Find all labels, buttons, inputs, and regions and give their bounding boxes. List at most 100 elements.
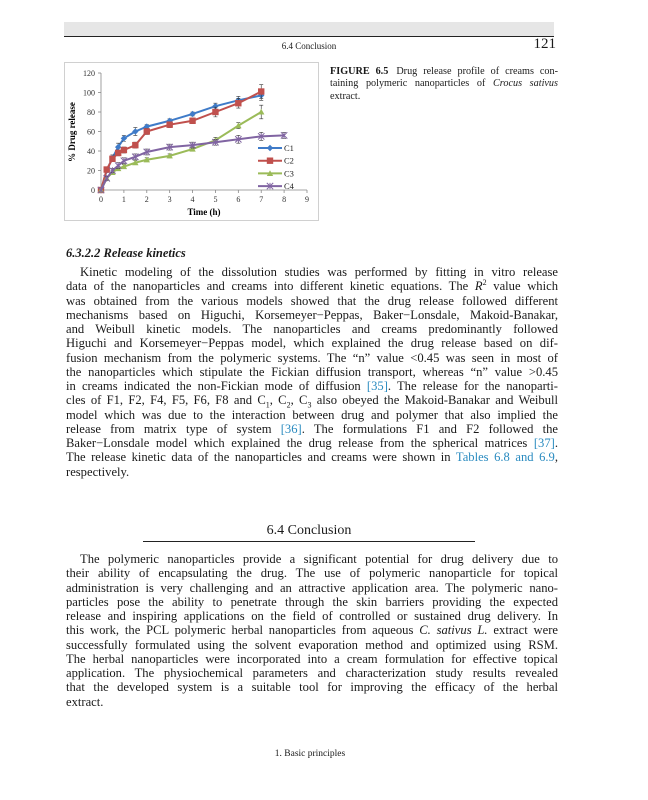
legend-label: C2 (284, 156, 294, 166)
caption-line: extract. (330, 91, 558, 103)
text-line: their ability of encapsulating the drug.… (66, 566, 558, 580)
text-line: successfully formulated using the solven… (66, 638, 558, 652)
x-tick-label: 5 (213, 195, 217, 204)
text-segment: 2 (482, 278, 487, 288)
x-tick-label: 3 (168, 195, 172, 204)
data-point (166, 143, 174, 151)
text-line: fusion mechanism from the polymeric syst… (66, 351, 558, 365)
text-segment: respectively. (66, 464, 130, 479)
release-kinetics-paragraph: Kinetic modeling of the dissolution stud… (66, 265, 558, 479)
x-tick-label: 7 (259, 195, 263, 204)
text-line: data of the nanoparticles and creams int… (66, 278, 558, 294)
legend-marker (266, 170, 274, 176)
citation-link[interactable]: Tables 6.8 and 6.9 (455, 450, 555, 465)
legend-item: C1 (258, 143, 294, 153)
text-segment: particles pose the ability to penetrate … (66, 594, 558, 609)
drug-release-chart: 0 20 40 60 80 100 120 0 1 2 3 4 5 6 7 8 9 C1 C2 C3 C4 % Dru… (64, 62, 319, 221)
caption-text: Drug release profile of creams con- (396, 66, 558, 77)
text-segment: release from matrix type of system (66, 421, 281, 436)
data-point (234, 135, 242, 143)
y-tick-label: 20 (87, 167, 95, 176)
text-segment: 2 (286, 400, 291, 410)
legend-marker (266, 182, 274, 190)
citation-link[interactable]: [36] (280, 421, 302, 436)
data-point (258, 88, 265, 95)
text-segment: cles of F1, F2, F4, F5, F6, F8 and C (66, 393, 266, 408)
text-line: extract. (66, 695, 558, 709)
text-segment: , C (290, 393, 308, 408)
citation-link[interactable]: [35] (366, 379, 388, 393)
data-point (97, 186, 105, 194)
text-line: The polymeric nanoparticles provide a si… (66, 552, 558, 566)
text-segment: mechanisms based on Higuchi, Korsemeyer−… (66, 307, 558, 322)
text-line: mechanisms based on Higuchi, Korsemeyer−… (66, 308, 558, 322)
y-tick-label: 40 (87, 147, 95, 156)
text-segment: the nanoparticles which stipulate the Fi… (66, 364, 558, 379)
data-point (189, 141, 197, 149)
legend-item: C4 (258, 181, 295, 191)
text-segment: was obtained from the various models sho… (66, 293, 558, 308)
text-segment: 3 (307, 400, 312, 410)
conclusion-heading: 6.4 Conclusion (143, 523, 475, 542)
legend-item: C3 (258, 168, 294, 178)
figure-caption: FIGURE 6.5 Drug release profile of creams… (330, 66, 558, 103)
conclusion-paragraph: The polymeric nanoparticles provide a si… (66, 552, 558, 709)
text-line: administration is very challenging and a… (66, 581, 558, 595)
legend-label: C4 (284, 181, 295, 191)
text-segment: Kinetic modeling of the dissolution stud… (80, 265, 558, 279)
text-segment: data of the nanoparticles and creams int… (66, 279, 475, 294)
text-segment: fusion mechanism from the polymeric syst… (66, 350, 558, 365)
text-segment: also obeyed the Makoid-Banakar and Weibu… (311, 393, 559, 408)
section-heading: 6.3.2.2 Release kinetics (66, 246, 186, 260)
text-segment: extract were (487, 623, 558, 638)
x-tick-label: 9 (305, 195, 309, 204)
x-tick-label: 2 (145, 195, 149, 204)
text-segment: that the developed system is a suitable … (66, 680, 558, 695)
data-point (132, 159, 139, 166)
data-point (132, 128, 139, 135)
text-segment: The polymeric nanoparticles provide a si… (80, 552, 558, 566)
text-segment: , C (269, 393, 287, 408)
text-segment: administration is very challenging and a… (66, 580, 558, 595)
text-segment: Baker−Lonsdale model which explained the… (66, 436, 534, 450)
text-line: this work, the PCL polymeric herbal nano… (66, 623, 558, 637)
text-segment: this work, the PCL polymeric herbal nano… (66, 623, 420, 638)
text-segment: R (474, 279, 483, 294)
text-segment: Higuchi and Korsemeyer−Peppas model, whi… (66, 336, 558, 351)
data-point (109, 155, 116, 162)
data-point (120, 135, 128, 142)
legend-item: C2 (258, 156, 294, 166)
text-line: was obtained from the various models sho… (66, 294, 558, 308)
data-point (114, 143, 122, 151)
text-line: in creams indicated the non-Fickian mode… (66, 379, 558, 393)
data-point (114, 149, 122, 157)
legend-marker (266, 144, 274, 152)
text-line: the nanoparticles which stipulate the Fi… (66, 365, 558, 379)
text-line: and Weibull kinetic models. The nanopart… (66, 322, 558, 336)
text-line: application. The physiochemical paramete… (66, 666, 558, 680)
x-tick-label: 0 (99, 195, 103, 204)
data-point (108, 166, 116, 175)
data-point (143, 128, 150, 135)
x-tick-label: 6 (236, 195, 240, 204)
x-axis-label: Time (h) (187, 207, 220, 217)
data-point (143, 156, 150, 163)
legend-label: C3 (284, 168, 294, 178)
text-line: The release kinetic data of the nanopart… (66, 450, 558, 464)
text-segment: extract. (66, 694, 104, 709)
data-point (189, 110, 196, 118)
data-point (189, 145, 196, 152)
data-point (257, 132, 265, 140)
header-bar (64, 22, 554, 37)
data-point (212, 102, 219, 110)
text-segment: . (554, 436, 558, 450)
text-segment: The release kinetic data of the nanopart… (66, 450, 456, 465)
caption-text: extract. (330, 90, 361, 102)
data-point (114, 162, 122, 170)
data-point (189, 117, 196, 124)
text-segment: 1 (265, 400, 270, 410)
y-tick-label: 80 (87, 108, 95, 117)
text-line: The herbal nanoparticles were incorporat… (66, 652, 558, 666)
text-segment: C. sativus L. (419, 623, 488, 638)
citation-link[interactable]: [37] (533, 436, 555, 450)
